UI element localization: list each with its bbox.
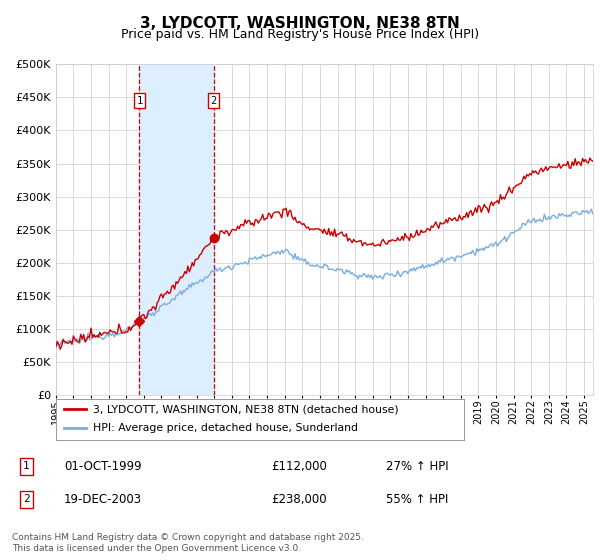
Text: Price paid vs. HM Land Registry's House Price Index (HPI): Price paid vs. HM Land Registry's House … (121, 28, 479, 41)
Text: 55% ↑ HPI: 55% ↑ HPI (386, 493, 449, 506)
Text: £112,000: £112,000 (271, 460, 327, 473)
Text: 1: 1 (136, 96, 143, 106)
Text: 2: 2 (211, 96, 217, 106)
Text: 3, LYDCOTT, WASHINGTON, NE38 8TN: 3, LYDCOTT, WASHINGTON, NE38 8TN (140, 16, 460, 31)
Text: 1: 1 (23, 461, 30, 472)
Text: 01-OCT-1999: 01-OCT-1999 (64, 460, 142, 473)
Text: Contains HM Land Registry data © Crown copyright and database right 2025.
This d: Contains HM Land Registry data © Crown c… (12, 533, 364, 553)
Text: 19-DEC-2003: 19-DEC-2003 (64, 493, 142, 506)
Text: 3, LYDCOTT, WASHINGTON, NE38 8TN (detached house): 3, LYDCOTT, WASHINGTON, NE38 8TN (detach… (92, 404, 398, 414)
Text: 27% ↑ HPI: 27% ↑ HPI (386, 460, 449, 473)
Text: £238,000: £238,000 (271, 493, 327, 506)
Text: 2: 2 (23, 494, 30, 505)
Text: HPI: Average price, detached house, Sunderland: HPI: Average price, detached house, Sund… (92, 423, 358, 433)
Bar (139, 64, 214, 395)
